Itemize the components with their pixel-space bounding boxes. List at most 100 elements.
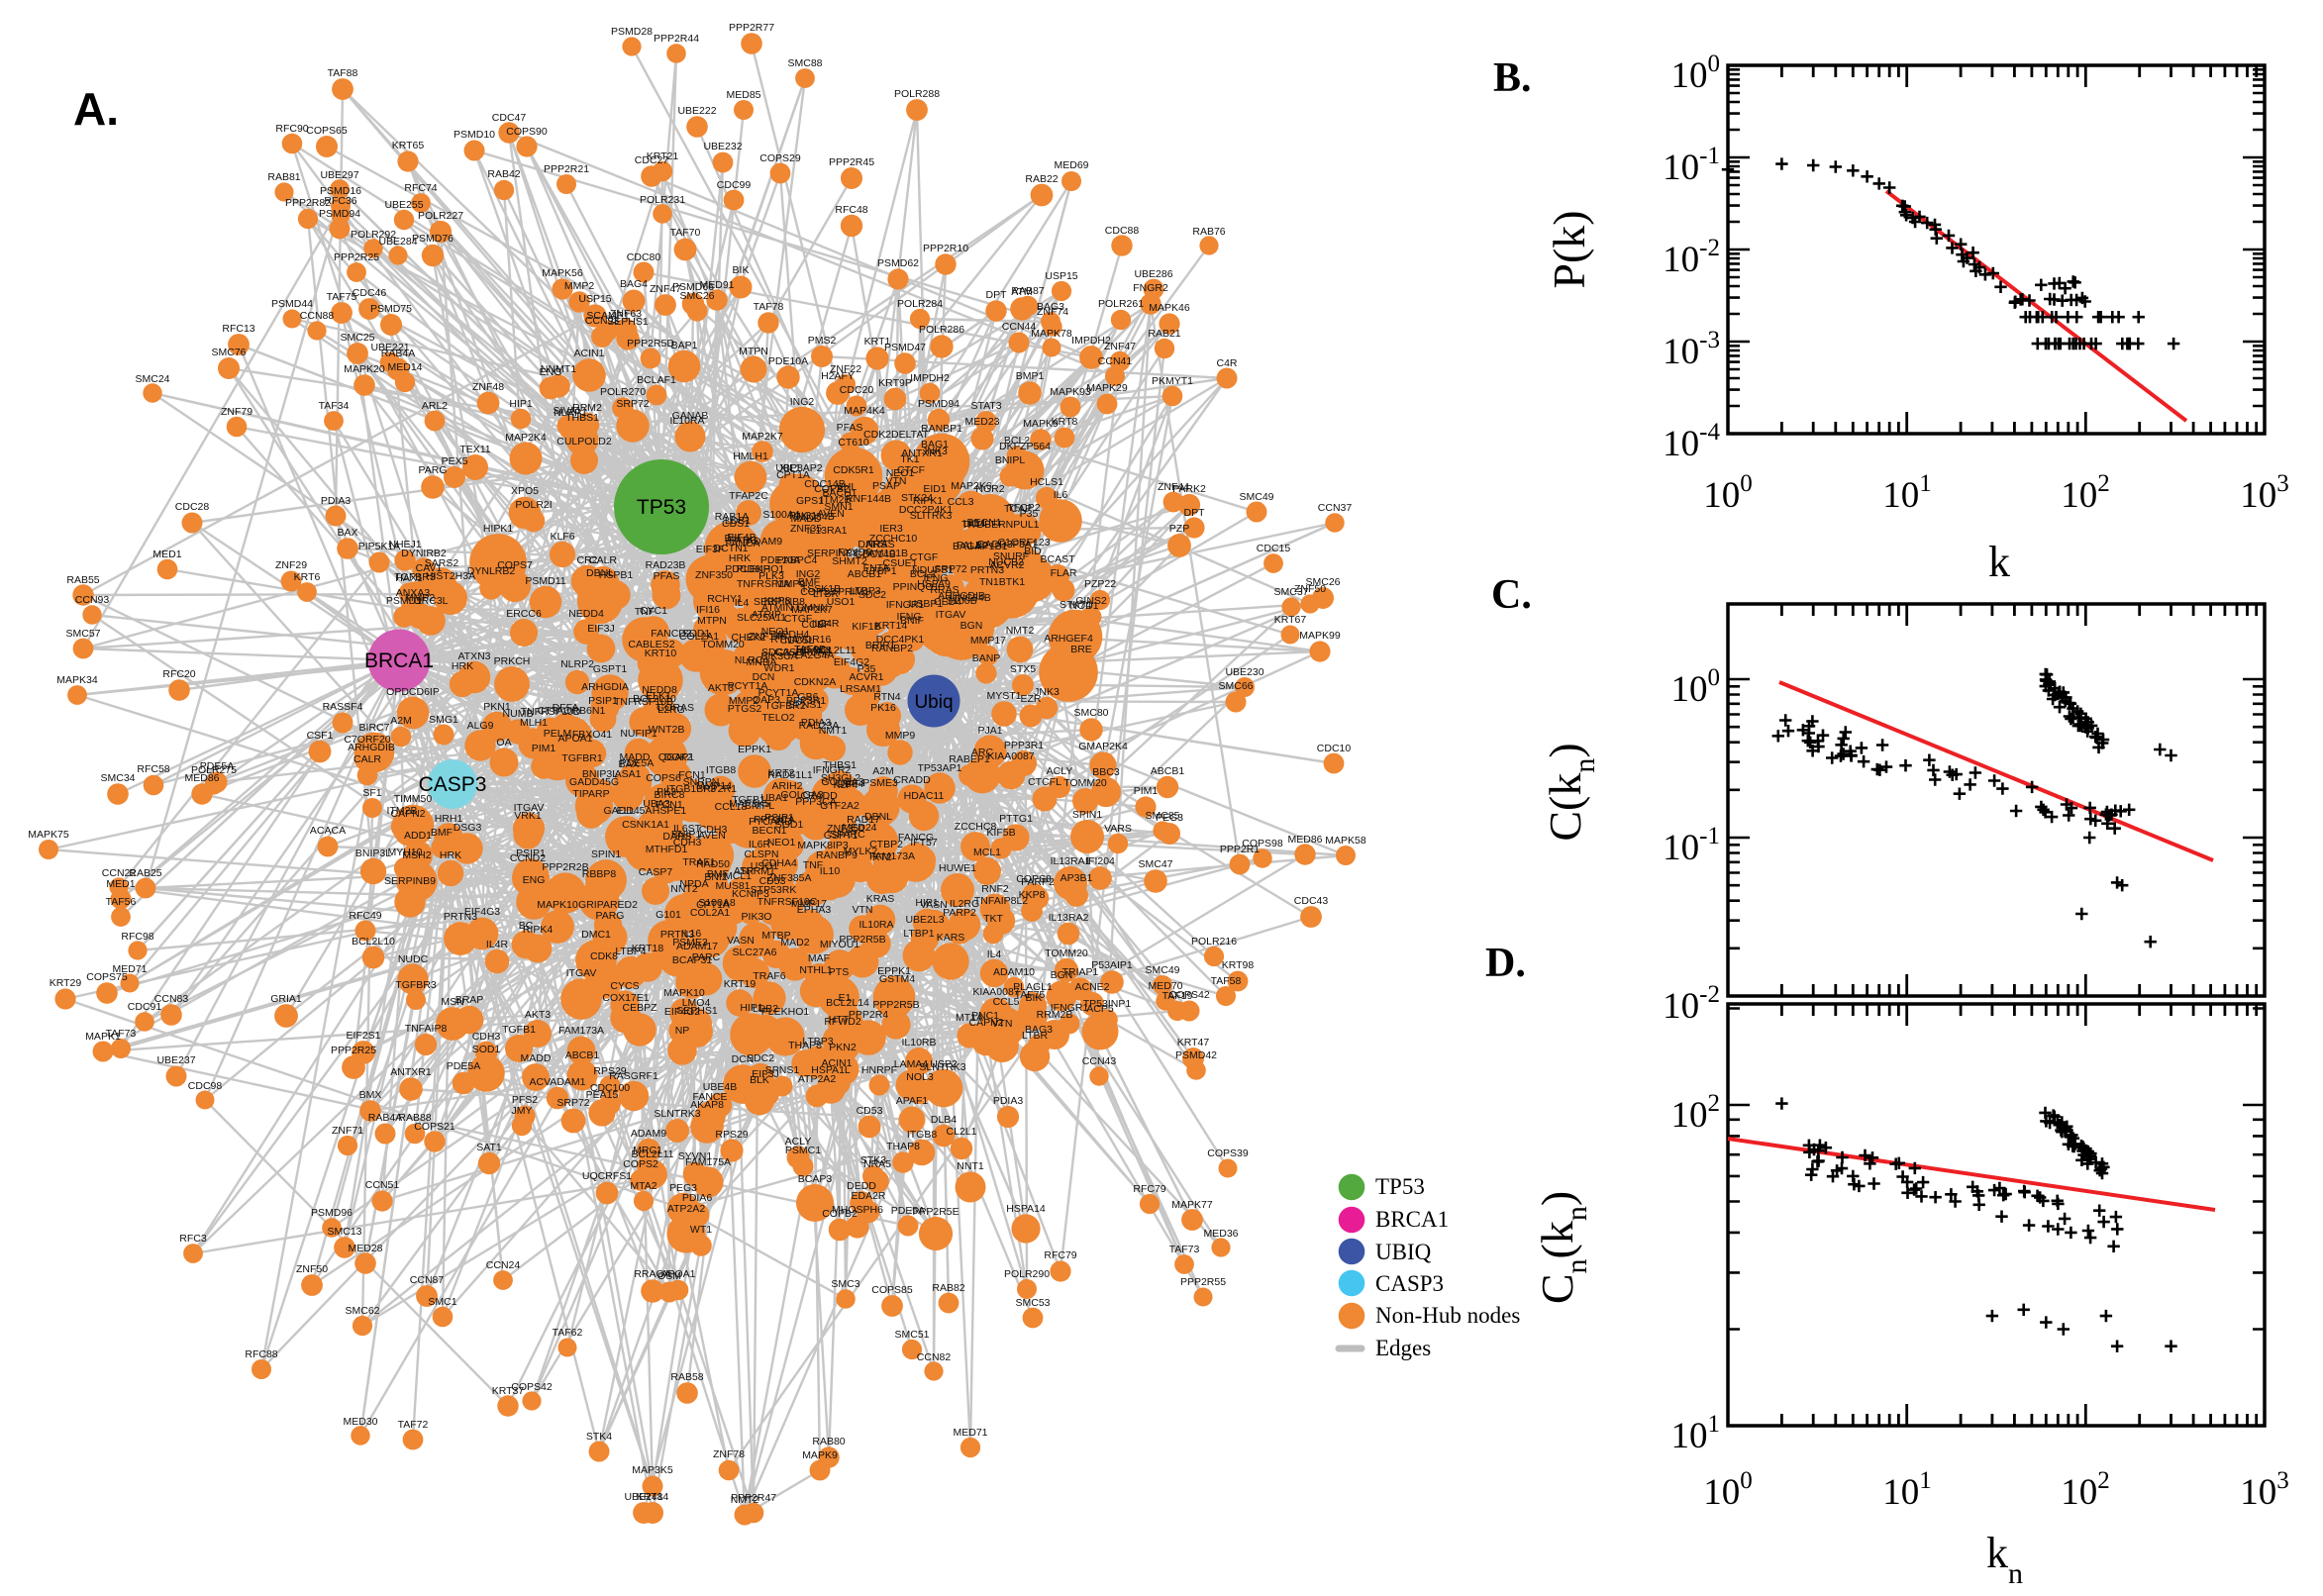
svg-text:STK4: STK4 [586,1431,612,1443]
svg-text:THAP8: THAP8 [788,1040,822,1051]
svg-text:PPP2R55: PPP2R55 [1180,1276,1226,1288]
svg-text:LTBP1: LTBP1 [903,928,934,940]
svg-text:NEO1: NEO1 [761,626,790,638]
svg-text:APAF1: APAF1 [896,1095,929,1107]
svg-text:FLAR: FLAR [1051,567,1077,579]
svg-text:CTBP2: CTBP2 [869,839,903,850]
svg-text:KIF5B: KIF5B [986,827,1015,839]
svg-text:CCN83: CCN83 [154,993,189,1005]
svg-text:PEA15: PEA15 [586,1089,619,1101]
svg-text:LTBR: LTBR [813,588,839,600]
svg-text:POLR231: POLR231 [640,194,685,206]
svg-text:USP2: USP2 [930,1058,958,1070]
svg-text:PPP3CA: PPP3CA [795,796,836,808]
svg-text:MUS81: MUS81 [715,880,750,892]
svg-text:KRT65: KRT65 [392,140,425,151]
svg-text:ELL: ELL [617,805,636,817]
svg-text:TN1BTK1: TN1BTK1 [979,576,1025,588]
svg-text:GSPT1: GSPT1 [824,830,858,842]
svg-text:AKAP8: AKAP8 [690,1099,724,1111]
svg-text:UBE222: UBE222 [677,105,716,117]
svg-text:RRAGA: RRAGA [634,1268,670,1280]
svg-text:WNT2B: WNT2B [649,724,685,736]
svg-text:HSPB1: HSPB1 [599,569,634,581]
svg-text:ING2: ING2 [790,396,815,408]
svg-text:SCAMP1: SCAMP1 [586,310,629,322]
svg-text:ATMIN: ATMIN [761,602,793,614]
svg-text:HRK: HRK [440,849,461,861]
svg-text:KKP8: KKP8 [1019,889,1046,901]
svg-text:PSMD96: PSMD96 [311,1207,353,1219]
svg-text:RFC58: RFC58 [137,763,169,775]
svg-text:PSMD42: PSMD42 [1175,1049,1217,1061]
svg-text:BNI2: BNI2 [704,871,728,883]
svg-text:NLRP2: NLRP2 [560,658,594,670]
svg-text:SDC2: SDC2 [747,1052,774,1064]
svg-text:KIF1B: KIF1B [852,621,880,633]
svg-text:RFC20: RFC20 [162,668,195,680]
svg-text:TAF72: TAF72 [398,1419,429,1431]
svg-text:PSIP1: PSIP1 [764,812,794,824]
svg-text:ZNF74: ZNF74 [1037,306,1068,318]
svg-text:ARHGDIA: ARHGDIA [581,681,629,693]
svg-text:TP53AP1: TP53AP1 [918,762,962,774]
svg-text:ACLY: ACLY [1047,765,1073,777]
svg-text:COPS7: COPS7 [497,559,533,571]
svg-text:PSMD10: PSMD10 [454,129,495,141]
svg-text:FAM173A: FAM173A [558,1025,604,1037]
svg-text:PDIA6: PDIA6 [682,1192,713,1204]
svg-text:MAPK78: MAPK78 [1031,328,1072,340]
svg-text:NGR2: NGR2 [975,483,1004,495]
svg-text:PPP2R82: PPP2R82 [285,197,331,209]
svg-text:CT610: CT610 [838,437,869,449]
svg-text:ATR: ATR [734,865,755,877]
svg-text:RP2R1: RP2R1 [703,783,737,795]
svg-text:IL4: IL4 [987,948,1002,960]
svg-text:MED24: MED24 [842,822,876,834]
svg-text:EPPK1: EPPK1 [738,744,771,755]
svg-text:ACIN1: ACIN1 [574,348,605,359]
svg-text:FXYD6: FXYD6 [838,547,871,558]
svg-text:MTPN: MTPN [697,615,727,627]
svg-text:SNURF: SNURF [993,550,1029,562]
svg-text:PPP2R5B: PPP2R5B [839,934,885,946]
svg-text:IL10RA: IL10RA [669,415,704,427]
svg-text:TAF9B: TAF9B [794,644,826,655]
svg-text:CDC5L: CDC5L [780,635,815,647]
svg-text:ITM2B: ITM2B [387,805,418,817]
svg-text:KRT18: KRT18 [632,943,664,954]
svg-text:BCAST: BCAST [1040,553,1075,565]
svg-text:THAP8: THAP8 [886,1141,920,1152]
svg-text:MNDA: MNDA [747,656,777,668]
svg-text:BMP1: BMP1 [1016,370,1045,382]
svg-text:RAD23A: RAD23A [799,720,840,732]
svg-text:NDUFS1: NDUFS1 [912,564,954,576]
svg-text:SHMT2: SHMT2 [832,555,867,567]
svg-text:ATP2A2: ATP2A2 [798,1073,836,1085]
svg-text:UBE284: UBE284 [378,236,417,248]
svg-text:HSPE1: HSPE1 [653,805,687,817]
svg-text:AKT3: AKT3 [708,682,734,694]
svg-text:CHEK2: CHEK2 [731,632,765,644]
svg-text:TCAP: TCAP [1004,503,1032,515]
svg-text:SDC2: SDC2 [761,647,789,658]
svg-text:RASSF4: RASSF4 [323,701,363,713]
svg-text:IFNGR1: IFNGR1 [886,599,925,611]
svg-text:FNTA: FNTA [863,562,890,574]
svg-text:CASP3: CASP3 [419,773,487,796]
svg-text:PRKCH: PRKCH [494,655,531,667]
svg-text:BIK: BIK [1026,992,1043,1004]
svg-text:MAPK75: MAPK75 [28,829,69,841]
svg-text:CTCFL: CTCFL [1028,776,1061,788]
svg-text:ATXN3: ATXN3 [457,650,490,662]
svg-text:ANXA3: ANXA3 [396,587,431,599]
svg-text:MPDH4: MPDH4 [773,629,810,641]
svg-text:MAPK99: MAPK99 [1299,630,1341,642]
svg-text:DKFZP564: DKFZP564 [999,441,1051,452]
svg-text:ARC: ARC [971,747,994,758]
svg-text:PRTN3: PRTN3 [970,564,1004,576]
svg-text:STAT3: STAT3 [970,400,1001,412]
svg-text:USO1: USO1 [827,596,856,608]
svg-text:CDH3: CDH3 [472,1031,501,1043]
svg-text:CAV1: CAV1 [416,562,443,574]
